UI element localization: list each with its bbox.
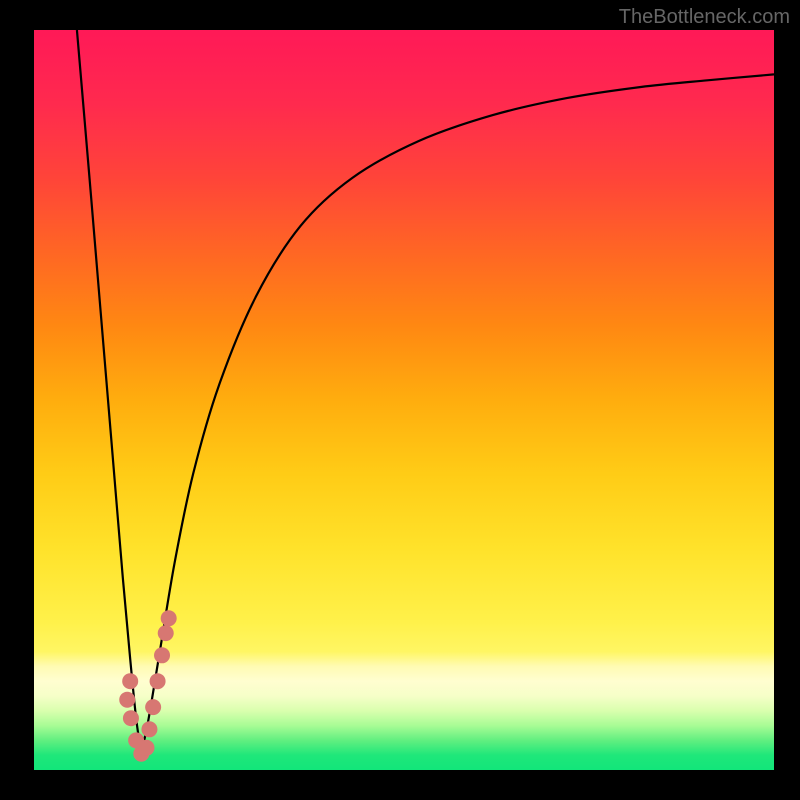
gradient-background — [34, 30, 774, 770]
chart-container: TheBottleneck.com — [0, 0, 800, 800]
watermark-text: TheBottleneck.com — [619, 6, 790, 29]
plot-area — [34, 30, 774, 770]
